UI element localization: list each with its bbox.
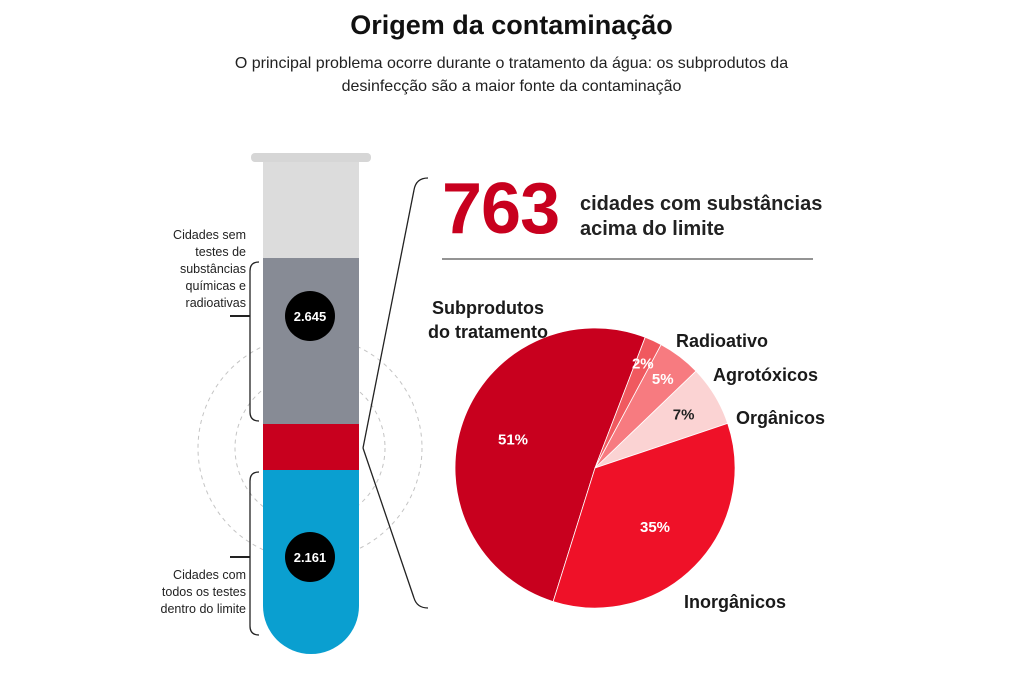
untested-value: 2.645 [294, 309, 327, 324]
detail-bracket-bottom [413, 597, 429, 609]
ok-value-circle [285, 532, 335, 582]
detail-connector [362, 177, 429, 609]
pie-category-label-radioativo: Radioativo [676, 331, 768, 351]
tube-brackets [230, 261, 260, 636]
tube-rim [251, 153, 371, 162]
tube-contaminated-segment [263, 424, 359, 470]
pie-category-label-agrotoxicos: Agrotóxicos [713, 365, 818, 385]
pie-category-label-inorganicos: Inorgânicos [684, 592, 786, 612]
ok-value: 2.161 [294, 550, 327, 565]
test-tube [251, 153, 371, 654]
pie-chart [454, 327, 736, 609]
connector-line-bottom [362, 447, 415, 599]
pie-category-label-subprodutos-do-tratamento: Subprodutos do tratamento [428, 298, 548, 342]
pie-value-label-radioativo: 2% [632, 356, 654, 373]
untested-value-circle [285, 291, 335, 341]
contaminated-count: 763 [442, 169, 560, 249]
tube-untested-segment [263, 258, 359, 424]
bracket-untested [249, 261, 260, 422]
pie-slice-subprodutos-do-tratamento [454, 327, 646, 603]
pie-slice-inorganicos [552, 422, 736, 609]
contaminated-description: cidades com substâncias acima do limite [580, 193, 823, 240]
untested-cities-label: Cidades sem testes de substâncias químic… [173, 228, 246, 310]
connector-line-top [362, 189, 415, 449]
page-subtitle: O principal problema ocorre durante o tr… [234, 55, 789, 95]
focus-ring-outer [197, 335, 423, 561]
pie-value-label-subprodutos-do-tratamento: 51% [498, 431, 528, 448]
pie-value-label-organicos: 7% [673, 406, 695, 423]
pie-value-label-agrotoxicos: 5% [652, 371, 674, 388]
pie-category-label-organicos: Orgânicos [736, 408, 825, 428]
pie-labels: 51% Subprodutos do tratamento 2% Radioativo 5… [428, 298, 825, 612]
tube-empty-segment [263, 162, 359, 258]
pie-value-label-inorganicos: 35% [640, 519, 670, 536]
page-title: Origem da contaminação [350, 10, 673, 40]
detail-bracket-top [413, 177, 429, 191]
bracket-ok [249, 471, 260, 636]
ok-cities-label: Cidades com todos os testes dentro do li… [160, 568, 246, 616]
